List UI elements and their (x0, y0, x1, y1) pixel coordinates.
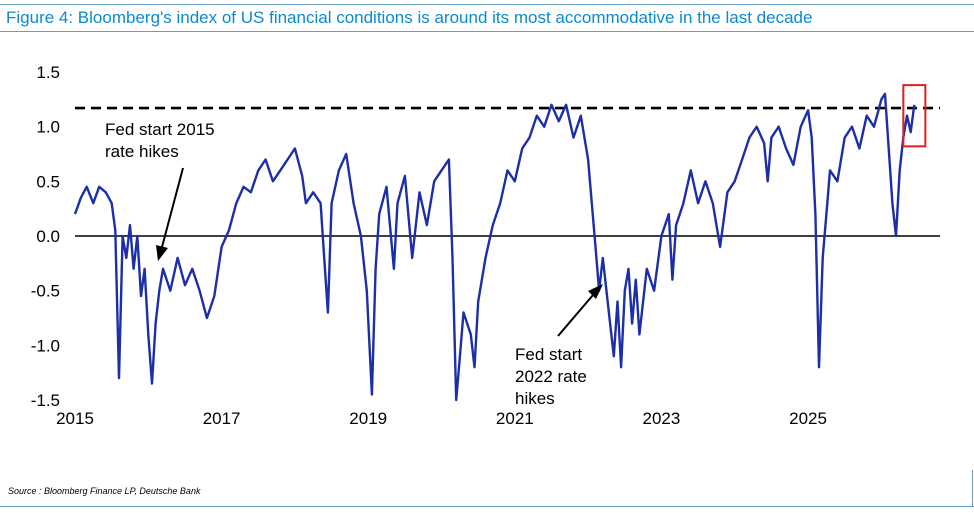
y-tick-label: 0.0 (36, 227, 60, 246)
bottom-rule (0, 506, 974, 507)
annotation-2015-arrowhead (156, 245, 168, 261)
annotation-2015-arrow (161, 167, 184, 248)
annotation-2022-arrowhead (588, 284, 603, 299)
line-chart: 1.5 1.0 0.5 0.0 -0.5 -1.0 -1.5 2015 2017 2019 202… (31, 63, 940, 428)
x-tick-label: 2025 (789, 409, 827, 428)
highlight-box (902, 84, 927, 148)
annotation-2022-line2: 2022 rate (515, 367, 587, 386)
annotation-2022-arrow (557, 294, 594, 337)
x-tick-label: 2015 (56, 409, 94, 428)
y-tick-label: -0.5 (31, 282, 60, 301)
source-note: Source : Bloomberg Finance LP, Deutsche … (8, 486, 201, 496)
annotation-2015-line1: Fed start 2015 (105, 120, 215, 139)
x-tick-label: 2021 (496, 409, 534, 428)
y-tick-label: 1.5 (36, 63, 60, 82)
x-tick-label: 2017 (203, 409, 241, 428)
annotation-2022-line1: Fed start (515, 345, 582, 364)
right-rule (972, 470, 973, 506)
annotation-2022-line3: hikes (515, 389, 555, 408)
y-tick-label: -1.0 (31, 336, 60, 355)
series-line (73, 92, 916, 402)
x-tick-label: 2019 (349, 409, 387, 428)
y-tick-label: -1.5 (31, 391, 60, 410)
figure-title: Figure 4: Bloomberg's index of US financ… (0, 4, 974, 32)
annotation-2015-line2: rate hikes (105, 142, 179, 161)
x-tick-label: 2023 (643, 409, 681, 428)
y-tick-label: 0.5 (36, 172, 60, 191)
x-axis-tick-labels: 2015 2017 2019 2021 2023 2025 (56, 409, 827, 428)
y-tick-label: 1.0 (36, 118, 60, 137)
y-axis-tick-labels: 1.5 1.0 0.5 0.0 -0.5 -1.0 -1.5 (31, 63, 60, 410)
